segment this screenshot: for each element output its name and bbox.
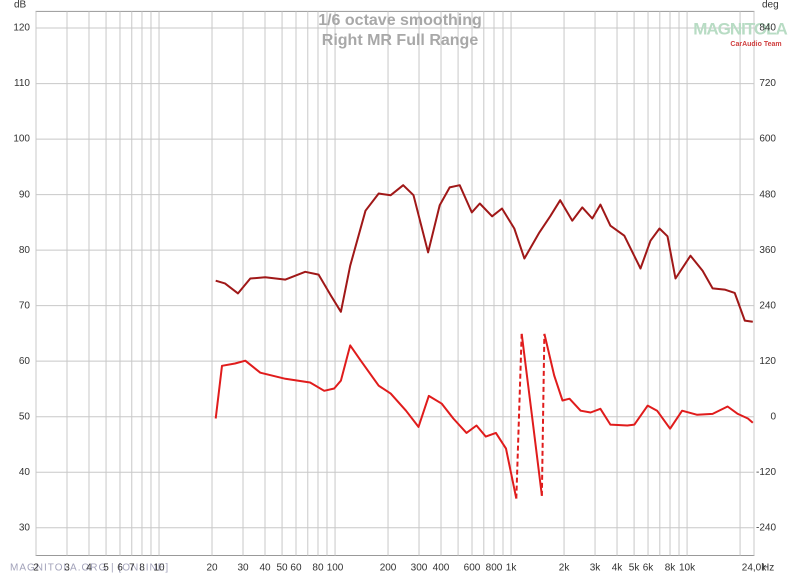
y-tick-label: 40 xyxy=(19,467,31,478)
y2-tick-label: -240 xyxy=(756,522,776,533)
plot xyxy=(214,184,754,499)
y-tick-label: 50 xyxy=(19,411,31,422)
data-line xyxy=(214,344,518,499)
data-line xyxy=(543,333,754,430)
x-tick-label: 1k xyxy=(506,563,518,574)
data-line xyxy=(215,184,753,323)
x-tick-label: 3 xyxy=(64,563,70,574)
x-tick-label: 5k xyxy=(629,563,641,574)
x-tick-label: 100 xyxy=(327,563,344,574)
x-tick-label: 200 xyxy=(380,563,397,574)
y2-tick-label: 840 xyxy=(759,23,776,34)
x-axis-label: Hz xyxy=(762,563,774,574)
x-tick-label: 6 xyxy=(117,563,123,574)
x-tick-label: 40 xyxy=(259,563,271,574)
y-tick-label: 110 xyxy=(14,78,30,89)
y2-axis-label: deg xyxy=(762,0,779,11)
x-tick-label: 8k xyxy=(665,563,677,574)
phase-wrap xyxy=(515,333,523,499)
y2-tick-label: 240 xyxy=(759,300,776,311)
y-tick-label: 90 xyxy=(19,189,31,200)
y2-tick-label: 360 xyxy=(759,245,776,256)
x-tick-label: 60 xyxy=(290,563,302,574)
y-tick-label: 80 xyxy=(19,245,31,256)
x-tick-label: 10k xyxy=(679,563,696,574)
y-tick-label: 30 xyxy=(19,522,31,533)
x-tick-label: 30 xyxy=(237,563,249,574)
x-tick-label: 800 xyxy=(486,563,503,574)
x-tick-label: 3k xyxy=(590,563,602,574)
x-tick-label: 6k xyxy=(643,563,655,574)
y-tick-label: 60 xyxy=(19,356,31,367)
x-tick-label: 400 xyxy=(433,563,450,574)
y2-tick-label: 480 xyxy=(759,189,776,200)
x-tick-label: 300 xyxy=(411,563,428,574)
x-tick-label: 2k xyxy=(559,563,571,574)
y2-tick-label: 600 xyxy=(759,134,776,145)
chart-subtitle: Right MR Full Range xyxy=(322,32,479,49)
x-tick-label: 10 xyxy=(153,563,165,574)
x-tick-label: 2 xyxy=(33,563,39,574)
x-tick-label: 600 xyxy=(464,563,481,574)
x-tick-label: 4 xyxy=(86,563,92,574)
x-tick-label: 5 xyxy=(103,563,109,574)
logo-subtitle: CarAudio Team xyxy=(730,41,781,48)
x-tick-label: 8 xyxy=(139,563,145,574)
y-tick-label: 120 xyxy=(13,23,30,34)
x-tick-label: 7 xyxy=(129,563,135,574)
x-tick-label: 24,0k xyxy=(742,563,767,574)
y-axis-label: dB xyxy=(14,0,27,11)
y2-tick-label: 0 xyxy=(770,411,776,422)
y-tick-label: 70 xyxy=(19,300,31,311)
x-tick-label: 50 xyxy=(276,563,288,574)
data-line xyxy=(520,333,543,496)
logo-title: MAGNITOLA xyxy=(693,19,787,38)
phase-wrap xyxy=(540,333,546,496)
watermark: MAGNITOLA.ORG | [ONLINE] xyxy=(10,563,169,574)
x-tick-label: 20 xyxy=(206,563,218,574)
y2-tick-label: 120 xyxy=(759,356,776,367)
x-tick-label: 80 xyxy=(312,563,324,574)
chart-title: 1/6 octave smoothing xyxy=(318,12,482,29)
x-tick-label: 4k xyxy=(612,563,624,574)
y2-tick-label: -120 xyxy=(756,467,776,478)
plot-area xyxy=(35,10,755,556)
y2-tick-label: 720 xyxy=(759,78,776,89)
y-tick-label: 100 xyxy=(13,134,30,145)
grid xyxy=(35,10,755,556)
